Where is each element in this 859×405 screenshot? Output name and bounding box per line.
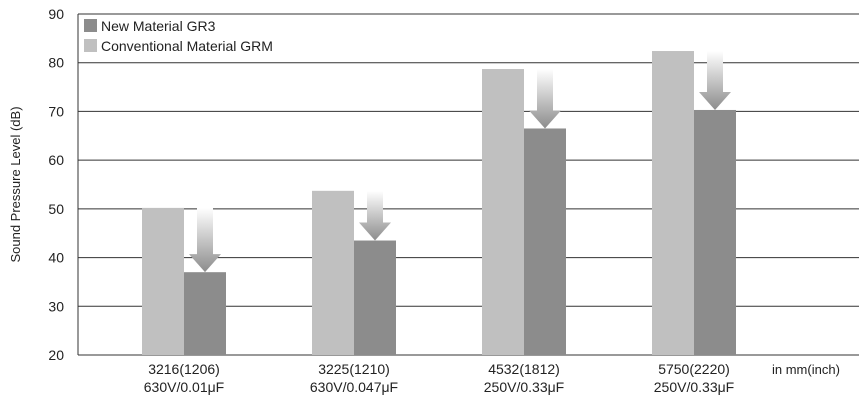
bar-new-4 <box>694 109 736 356</box>
bar-conventional-3 <box>482 69 524 355</box>
reduction-arrow-icon <box>359 190 391 241</box>
x-category-label-line1: 3225(1210) <box>318 361 390 377</box>
reduction-arrow-icon <box>529 69 561 129</box>
x-unit-note: in mm(inch) <box>772 362 840 377</box>
reduction-arrow-icon <box>699 51 731 110</box>
y-tick-label: 30 <box>48 298 64 314</box>
x-category-label-line2: 630V/0.01μF <box>144 379 224 395</box>
y-tick-label: 60 <box>48 152 64 168</box>
y-tick-label: 90 <box>48 6 64 22</box>
x-category-label-line2: 250V/0.33μF <box>654 379 734 395</box>
y-tick-label: 50 <box>48 201 64 217</box>
legend-swatch-2 <box>84 39 97 52</box>
legend-label-1: New Material GR3 <box>101 18 216 34</box>
y-axis-label: Sound Pressure Level (dB) <box>8 106 23 262</box>
x-category-label-line2: 250V/0.33μF <box>484 379 564 395</box>
y-tick-label: 70 <box>48 103 64 119</box>
x-category-label-line2: 630V/0.047μF <box>310 379 398 395</box>
y-tick-label: 20 <box>48 347 64 363</box>
bar-new-1 <box>184 272 226 355</box>
bar-new-3 <box>524 128 566 355</box>
legend-label-2: Conventional Material GRM <box>101 38 273 54</box>
x-category-label-line1: 5750(2220) <box>658 361 730 377</box>
bar-conventional-4 <box>652 51 694 355</box>
x-category-label-line1: 3216(1206) <box>148 361 220 377</box>
y-tick-label: 40 <box>48 250 64 266</box>
bar-conventional-2 <box>312 190 354 355</box>
reduction-arrow-icon <box>189 207 221 273</box>
legend-swatch-1 <box>84 19 97 32</box>
bar-new-2 <box>354 240 396 355</box>
bar-conventional-1 <box>142 207 184 355</box>
y-tick-label: 80 <box>48 55 64 71</box>
x-category-label-line1: 4532(1812) <box>488 361 560 377</box>
